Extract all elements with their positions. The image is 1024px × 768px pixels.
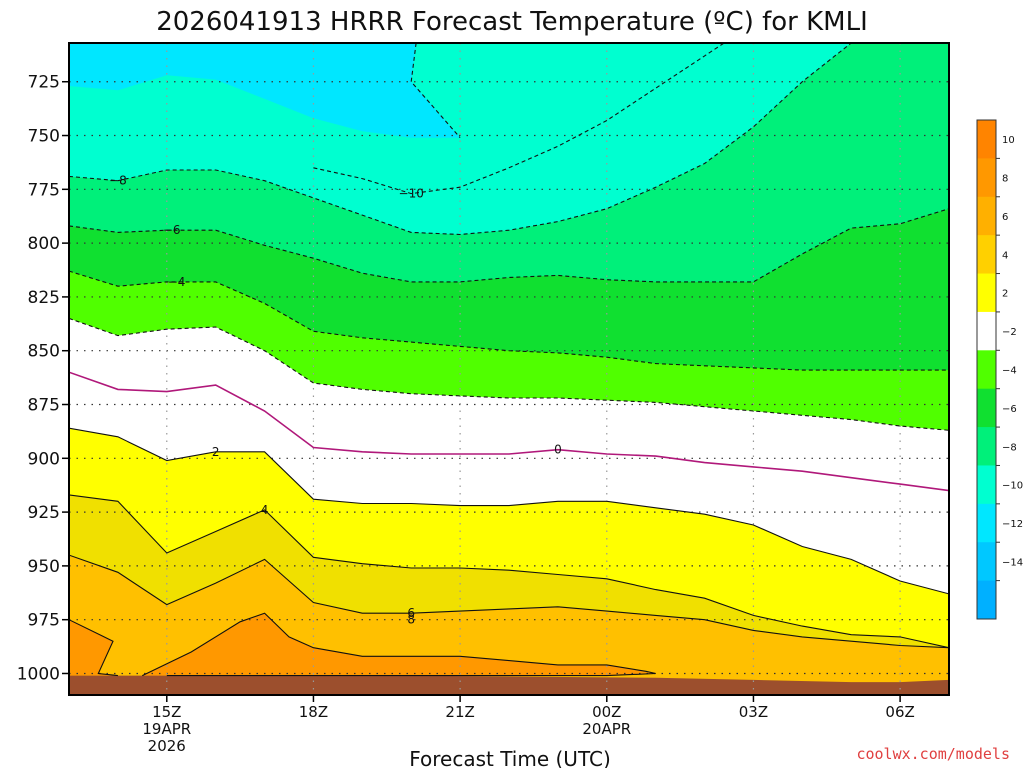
colorbar-label-4: 2 — [1002, 289, 1008, 300]
ytick-label-875: 875 — [28, 396, 60, 416]
ytick-label-975: 975 — [28, 611, 60, 631]
ytick-label-825: 825 — [28, 288, 60, 308]
colorbar: 10 8 6 4 2 −2 −4 −6 −8 −10 −12 −14 — [976, 119, 1023, 620]
colorbar-swatch-5 — [977, 311, 996, 351]
chart-title: 2026041913 HRRR Forecast Temperature (ºC… — [156, 7, 868, 37]
colorbar-label-1: 8 — [1002, 174, 1008, 185]
ytick-label-800: 800 — [28, 234, 60, 254]
fill-region-plus-8-core — [142, 613, 656, 676]
contour-plus-6 — [69, 554, 949, 649]
colorbar-swatch-12 — [977, 580, 996, 620]
plot-frame — [68, 42, 950, 696]
xtick-label-18-0: 18Z — [299, 703, 328, 721]
xtick-label-27-0: 03Z — [739, 703, 768, 721]
contour-label-minus-4: −4 — [168, 275, 186, 289]
ytick-label-850: 850 — [28, 342, 60, 362]
contour-plus-8 — [69, 619, 118, 677]
contour-label-plus-6: 6 — [407, 606, 415, 620]
colorbar-label-6: −4 — [1002, 366, 1017, 377]
colorbar-frame — [976, 119, 997, 620]
colorbar-label-7: −6 — [1002, 404, 1017, 415]
credit-text: coolwx.com/models — [856, 745, 1010, 763]
colorbar-swatch-2 — [977, 196, 996, 236]
ytick-label-775: 775 — [28, 180, 60, 200]
colorbar-label-5: −2 — [1002, 327, 1017, 338]
contour-label-layer: −10 −8 −6 −4 0 2 4 68 — [109, 174, 562, 627]
contour-label-plus-4: 4 — [261, 503, 269, 517]
x-axis-label: Forecast Time (UTC) — [409, 747, 611, 768]
contour-minus-10 — [313, 43, 725, 195]
ytick-label-925: 925 — [28, 503, 60, 523]
colorbar-swatch-9 — [977, 465, 996, 505]
colorbar-swatch-7 — [977, 388, 996, 428]
ytick-label-725: 725 — [28, 73, 60, 93]
contour-zero — [69, 371, 949, 492]
contour-layer — [69, 43, 949, 677]
contour-minus-6 — [69, 183, 949, 283]
contour-minus-8 — [69, 43, 852, 236]
colorbar-swatch-0 — [977, 120, 996, 159]
ytick-label-1000: 1000 — [17, 664, 60, 684]
xtick-label-24-0: 00Z — [592, 703, 621, 721]
colorbar-label-9: −10 — [1002, 481, 1023, 492]
colorbar-swatch-8 — [977, 427, 996, 466]
contour-minus-4 — [69, 270, 949, 371]
ytick-label-950: 950 — [28, 557, 60, 577]
ground-terrain — [69, 675, 949, 695]
colorbar-swatch-1 — [977, 158, 996, 198]
y-axis-ticks: 725 750 775 800 825 850 875 900 925 950 975 1000 — [17, 73, 69, 684]
xtick-label-30-0: 06Z — [885, 703, 914, 721]
colorbar-label-8: −8 — [1002, 442, 1017, 453]
contour-label-plus-8: 8 — [407, 613, 415, 627]
colorbar-label-10: −12 — [1002, 519, 1023, 530]
xtick-label-15-1: 19APR — [142, 720, 191, 738]
ytick-label-900: 900 — [28, 449, 60, 469]
xtick-label-15-0: 15Z — [152, 703, 181, 721]
xtick-label-24-1: 20APR — [582, 720, 631, 738]
fill-region-plus-8-west — [69, 619, 118, 676]
xtick-label-21-0: 21Z — [445, 703, 474, 721]
colorbar-swatch-4 — [977, 273, 996, 313]
contour-label-minus-8: −8 — [109, 174, 127, 188]
contour-label-zero: 0 — [554, 443, 562, 457]
colorbar-swatch-3 — [977, 235, 996, 275]
colorbar-label-11: −14 — [1002, 557, 1023, 568]
contour-plus-2 — [69, 427, 949, 595]
contour-label-plus-2: 2 — [212, 445, 220, 459]
contour-minus-2 — [69, 317, 949, 431]
colorbar-label-3: 4 — [1002, 250, 1008, 261]
contour-label-minus-6: −6 — [163, 223, 181, 237]
contour-label-minus-10: −10 — [399, 187, 424, 201]
xtick-label-15-2: 2026 — [148, 737, 186, 755]
colorbar-swatch-10 — [977, 503, 996, 543]
temperature-fill-layer — [69, 43, 949, 695]
contour-plus-4 — [69, 494, 949, 649]
contour-plus-8-loop — [142, 612, 656, 677]
ytick-label-750: 750 — [28, 127, 60, 147]
colorbar-swatch-6 — [977, 350, 996, 390]
colorbar-label-2: 6 — [1002, 212, 1008, 223]
colorbar-swatch-11 — [977, 542, 996, 582]
colorbar-label-0: 10 — [1002, 135, 1015, 146]
